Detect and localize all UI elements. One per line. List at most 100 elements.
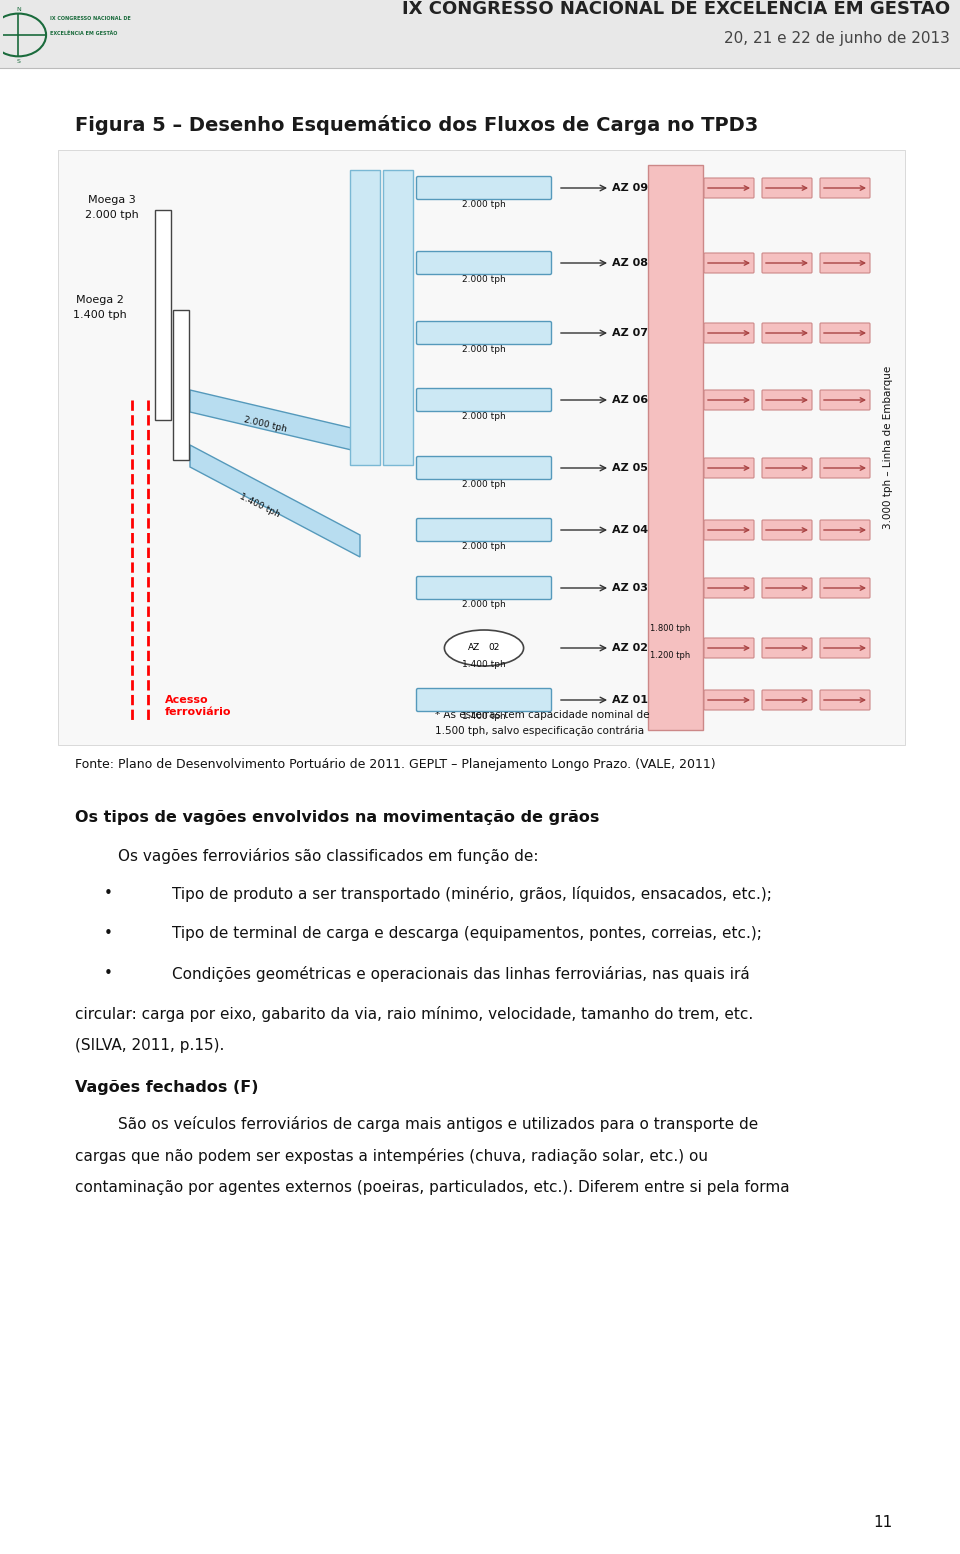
FancyBboxPatch shape — [417, 577, 551, 600]
FancyBboxPatch shape — [762, 179, 812, 197]
Text: Fonte: Plano de Desenvolvimento Portuário de 2011. GEPLT – Planejamento Longo Pr: Fonte: Plano de Desenvolvimento Portuári… — [75, 758, 715, 771]
Text: Tipo de produto a ser transportado (minério, grãos, líquidos, ensacados, etc.);: Tipo de produto a ser transportado (miné… — [172, 886, 772, 901]
Text: IX CONGRESSO NACIONAL DE EXCELÊNCIA EM GESTÃO: IX CONGRESSO NACIONAL DE EXCELÊNCIA EM G… — [402, 0, 950, 19]
Bar — [383, 169, 413, 465]
FancyBboxPatch shape — [417, 688, 551, 712]
Text: Moega 3: Moega 3 — [88, 194, 136, 205]
Text: AZ 04: AZ 04 — [612, 525, 648, 535]
Text: (SILVA, 2011, p.15).: (SILVA, 2011, p.15). — [75, 1038, 225, 1054]
Text: Acesso
ferroviário: Acesso ferroviário — [165, 695, 231, 716]
FancyBboxPatch shape — [762, 639, 812, 657]
FancyBboxPatch shape — [762, 690, 812, 710]
Text: * As esteiras têm capacidade nominal de: * As esteiras têm capacidade nominal de — [435, 710, 650, 721]
Text: 1.400 tph: 1.400 tph — [462, 660, 506, 670]
Text: 1.200 tph: 1.200 tph — [650, 651, 690, 660]
Text: AZ 03: AZ 03 — [612, 583, 648, 594]
Text: 2.000 tph: 2.000 tph — [243, 415, 287, 434]
Text: Moega 2: Moega 2 — [76, 295, 124, 305]
FancyBboxPatch shape — [820, 458, 870, 479]
Polygon shape — [190, 444, 360, 556]
Bar — [350, 169, 380, 465]
Text: AZ: AZ — [468, 643, 480, 653]
Text: 2.000 tph: 2.000 tph — [462, 600, 506, 609]
FancyBboxPatch shape — [820, 690, 870, 710]
FancyBboxPatch shape — [820, 179, 870, 197]
Text: •: • — [104, 967, 112, 981]
FancyBboxPatch shape — [704, 578, 754, 598]
Text: 11: 11 — [874, 1515, 893, 1531]
FancyBboxPatch shape — [417, 457, 551, 480]
Text: N: N — [16, 6, 21, 11]
Circle shape — [0, 14, 46, 56]
Text: São os veículos ferroviários de carga mais antigos e utilizados para o transport: São os veículos ferroviários de carga ma… — [118, 1116, 758, 1131]
Text: S: S — [16, 59, 20, 64]
Text: 1.400 tph: 1.400 tph — [238, 493, 281, 519]
Text: contaminação por agentes externos (poeiras, particulados, etc.). Diferem entre s: contaminação por agentes externos (poeir… — [75, 1179, 790, 1195]
Text: Os tipos de vagões envolvidos na movimentação de grãos: Os tipos de vagões envolvidos na movimen… — [75, 810, 599, 825]
Text: 2.000 tph: 2.000 tph — [85, 210, 139, 221]
FancyBboxPatch shape — [762, 390, 812, 410]
Text: 3.000 tph – Linha de Embarque: 3.000 tph – Linha de Embarque — [883, 365, 893, 528]
Text: Os vagões ferroviários são classificados em função de:: Os vagões ferroviários são classificados… — [118, 848, 539, 864]
Text: 2.000 tph: 2.000 tph — [462, 200, 506, 208]
Text: •: • — [104, 886, 112, 901]
FancyBboxPatch shape — [762, 578, 812, 598]
FancyBboxPatch shape — [417, 322, 551, 345]
Text: IX CONGRESSO NACIONAL DE: IX CONGRESSO NACIONAL DE — [51, 16, 132, 20]
Bar — [173, 309, 189, 460]
Text: 2.000 tph: 2.000 tph — [462, 412, 506, 421]
Text: AZ 02: AZ 02 — [612, 643, 648, 653]
Text: 1.800 tph: 1.800 tph — [650, 625, 690, 632]
FancyBboxPatch shape — [704, 253, 754, 274]
Text: 2.000 tph: 2.000 tph — [462, 480, 506, 490]
FancyBboxPatch shape — [417, 519, 551, 541]
Bar — [0, 0, 960, 68]
FancyBboxPatch shape — [820, 323, 870, 343]
Text: 1.400 tph: 1.400 tph — [462, 712, 506, 721]
Bar — [155, 210, 171, 420]
FancyBboxPatch shape — [820, 639, 870, 657]
Text: 1.400 tph: 1.400 tph — [73, 309, 127, 320]
FancyBboxPatch shape — [704, 521, 754, 539]
FancyBboxPatch shape — [417, 252, 551, 275]
Text: EXCELÊNCIA EM GESTÃO: EXCELÊNCIA EM GESTÃO — [51, 31, 118, 36]
Text: 2.000 tph: 2.000 tph — [462, 542, 506, 552]
Text: AZ 09: AZ 09 — [612, 183, 648, 193]
Text: cargas que não podem ser expostas a intempéries (chuva, radiação solar, etc.) ou: cargas que não podem ser expostas a inte… — [75, 1148, 708, 1164]
FancyBboxPatch shape — [704, 690, 754, 710]
Text: AZ 08: AZ 08 — [612, 258, 648, 267]
FancyBboxPatch shape — [704, 179, 754, 197]
Text: AZ 07: AZ 07 — [612, 328, 648, 339]
Text: 1.500 tph, salvo especificação contrária: 1.500 tph, salvo especificação contrária — [435, 726, 644, 737]
Text: Condições geométricas e operacionais das linhas ferroviárias, nas quais irá: Condições geométricas e operacionais das… — [172, 967, 750, 982]
Polygon shape — [190, 390, 360, 452]
Text: Tipo de terminal de carga e descarga (equipamentos, pontes, correias, etc.);: Tipo de terminal de carga e descarga (eq… — [172, 926, 762, 942]
Text: 02: 02 — [489, 643, 500, 653]
Text: 2.000 tph: 2.000 tph — [462, 345, 506, 354]
Text: circular: carga por eixo, gabarito da via, raio mínimo, velocidade, tamanho do t: circular: carga por eixo, gabarito da vi… — [75, 1005, 754, 1023]
FancyBboxPatch shape — [762, 323, 812, 343]
Text: AZ 05: AZ 05 — [612, 463, 648, 472]
FancyBboxPatch shape — [762, 458, 812, 479]
FancyBboxPatch shape — [704, 458, 754, 479]
FancyBboxPatch shape — [704, 323, 754, 343]
FancyBboxPatch shape — [820, 390, 870, 410]
FancyBboxPatch shape — [704, 639, 754, 657]
Text: AZ 01: AZ 01 — [612, 695, 648, 706]
Text: Vagões fechados (F): Vagões fechados (F) — [75, 1080, 258, 1096]
FancyBboxPatch shape — [417, 177, 551, 199]
Bar — [648, 165, 703, 730]
FancyBboxPatch shape — [762, 521, 812, 539]
Text: AZ 06: AZ 06 — [612, 395, 648, 406]
FancyBboxPatch shape — [820, 253, 870, 274]
Text: 20, 21 e 22 de junho de 2013: 20, 21 e 22 de junho de 2013 — [724, 31, 950, 47]
Ellipse shape — [444, 629, 523, 667]
Text: 2.000 tph: 2.000 tph — [462, 275, 506, 284]
FancyBboxPatch shape — [704, 390, 754, 410]
Text: •: • — [104, 926, 112, 942]
FancyBboxPatch shape — [820, 578, 870, 598]
FancyBboxPatch shape — [417, 388, 551, 412]
FancyBboxPatch shape — [820, 521, 870, 539]
Bar — [58, 151, 905, 744]
FancyBboxPatch shape — [762, 253, 812, 274]
